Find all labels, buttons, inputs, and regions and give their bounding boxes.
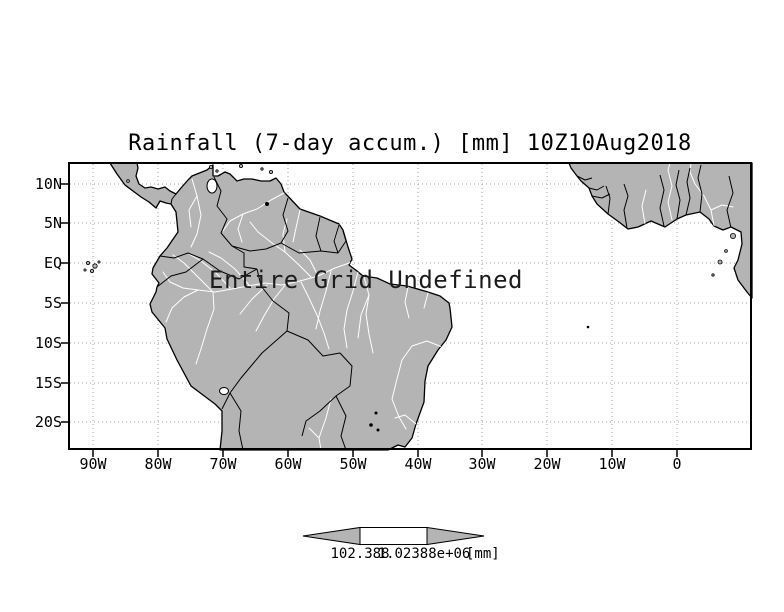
colorbar bbox=[302, 526, 485, 546]
landmass-west-africa bbox=[568, 162, 753, 299]
grid-undefined-message: Entire Grid Undefined bbox=[209, 266, 523, 294]
lat-label-20S: 20S bbox=[34, 413, 62, 431]
lon-label-80W: 80W bbox=[144, 455, 172, 473]
plot-title: Rainfall (7-day accum.) [mm] 10Z10Aug201… bbox=[128, 131, 692, 156]
lon-label-50W: 50W bbox=[339, 455, 367, 473]
country-borders bbox=[156, 164, 742, 450]
galapagos-islands bbox=[83, 260, 101, 273]
colorbar-max-label: 1.02388e+06 bbox=[377, 546, 471, 562]
lon-label-10W: 10W bbox=[598, 455, 626, 473]
rivers bbox=[162, 163, 734, 450]
lon-label-40W: 40W bbox=[404, 455, 432, 473]
lake-titicaca bbox=[219, 387, 229, 395]
ascension-island bbox=[586, 325, 590, 329]
lake-maracaibo bbox=[206, 178, 218, 194]
colorbar-left-arrow bbox=[302, 526, 361, 546]
lat-label-EQ: EQ bbox=[43, 254, 62, 272]
lat-label-5S: 5S bbox=[43, 294, 62, 312]
lon-label-0: 0 bbox=[672, 455, 682, 473]
lon-label-30W: 30W bbox=[468, 455, 496, 473]
gulf-of-guinea-islands bbox=[711, 232, 737, 277]
map-frame bbox=[68, 162, 752, 450]
inland-reservoir-specks bbox=[265, 202, 380, 432]
lon-label-70W: 70W bbox=[209, 455, 237, 473]
lon-label-20W: 20W bbox=[533, 455, 561, 473]
lon-tick-marks bbox=[92, 450, 678, 457]
caribbean-islands bbox=[126, 163, 273, 183]
lat-label-15S: 15S bbox=[34, 374, 62, 392]
lat-label-5N: 5N bbox=[43, 214, 62, 232]
lat-label-10N: 10N bbox=[34, 175, 62, 193]
lon-label-60W: 60W bbox=[274, 455, 302, 473]
colorbar-body bbox=[359, 527, 428, 545]
lon-label-90W: 90W bbox=[79, 455, 107, 473]
lat-label-10S: 10S bbox=[34, 334, 62, 352]
colorbar-min-label: 102.388 bbox=[330, 546, 390, 562]
colorbar-units-label: [mm] bbox=[466, 546, 500, 562]
lat-tick-marks bbox=[61, 183, 69, 423]
colorbar-right-arrow bbox=[426, 526, 485, 546]
